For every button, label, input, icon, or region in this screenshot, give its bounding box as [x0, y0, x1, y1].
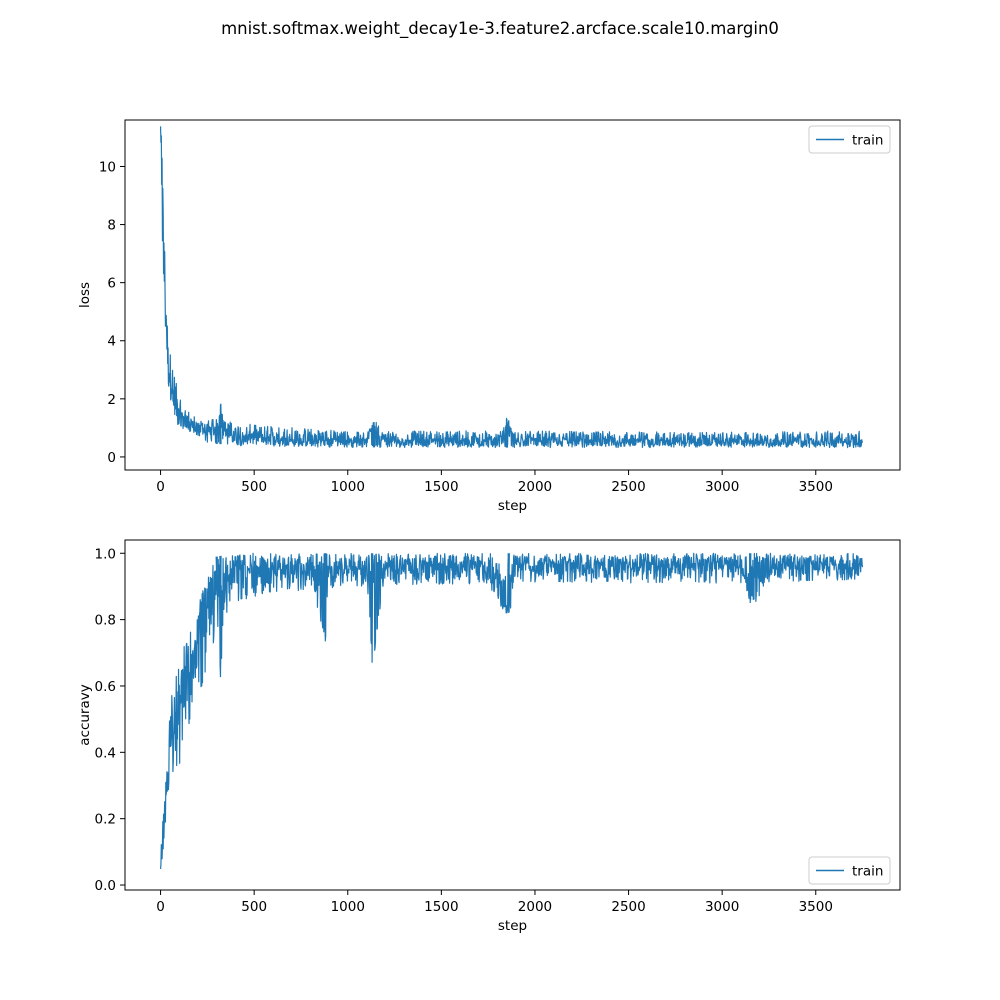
accuracy-train-spike	[749, 553, 752, 604]
accuracy-xtick-label: 500	[241, 899, 267, 915]
accuracy-train-line	[159, 552, 864, 870]
loss-xtick-label: 2500	[611, 479, 645, 495]
accuracy-ytick-label: 0.0	[95, 878, 116, 894]
loss-axes-frame	[124, 119, 901, 471]
loss-train-spike	[372, 422, 376, 448]
accuracy-xtick-label: 2500	[611, 899, 645, 915]
accuracy-xtick-label: 3000	[705, 899, 739, 915]
accuracy-xtick-label: 1500	[424, 899, 458, 915]
loss-ytick-label: 4	[107, 334, 116, 350]
loss-train-spike	[219, 404, 222, 445]
loss-train-line	[159, 126, 864, 449]
loss-train-spike	[215, 433, 218, 444]
loss-xlabel: step	[498, 498, 527, 514]
loss-xtick-label: 2000	[518, 479, 552, 495]
accuracy-xtick-label: 1000	[331, 899, 365, 915]
loss-xtick-label: 1500	[424, 479, 458, 495]
accuracy-train-spike	[219, 555, 222, 667]
accuracy-xtick-label: 0	[156, 899, 165, 915]
accuracy-train-spike	[370, 553, 374, 663]
accuracy-axes: 0 500 1000 1500 2000 2500 3000 3500 0.0 0.2 0.4 0.6…	[77, 539, 901, 934]
accuracy-axes-frame	[124, 539, 901, 891]
loss-ytick-label: 0	[107, 450, 116, 466]
loss-train-spike	[505, 419, 509, 448]
loss-xtick-label: 1000	[331, 479, 365, 495]
accuracy-train-spike	[215, 556, 218, 580]
loss-legend-label: train	[852, 133, 883, 149]
loss-ytick-label: 8	[107, 218, 116, 234]
accuracy-ylabel: accuravy	[77, 684, 93, 745]
accuracy-legend: train	[808, 856, 891, 885]
accuracy-legend-label: train	[852, 864, 883, 880]
accuracy-train-spike	[324, 553, 327, 637]
loss-ylabel: loss	[77, 282, 93, 308]
loss-axes: 0 500 1000 1500 2000 2500 3000 3500 0 2 4 6 8 10 step l…	[77, 119, 901, 514]
accuracy-legend-box	[808, 856, 891, 885]
accuracy-ytick-label: 0.8	[95, 613, 116, 629]
accuracy-ytick-label: 0.4	[95, 745, 116, 761]
loss-xtick-label: 3000	[705, 479, 739, 495]
loss-xtick-label: 0	[156, 479, 165, 495]
loss-ytick-label: 6	[107, 276, 116, 292]
loss-legend: train	[808, 125, 891, 154]
accuracy-ytick-label: 0.2	[95, 812, 116, 828]
loss-ytick-label: 2	[107, 392, 116, 408]
figure-title: mnist.softmax.weight_decay1e-3.feature2.…	[221, 19, 779, 39]
loss-ytick-label: 10	[99, 159, 116, 175]
accuracy-xtick-label: 3500	[799, 899, 833, 915]
loss-xtick-label: 3500	[799, 479, 833, 495]
accuracy-ytick-label: 0.6	[95, 679, 116, 695]
accuracy-ytick-label: 1.0	[95, 546, 116, 562]
accuracy-xtick-label: 2000	[518, 899, 552, 915]
accuracy-train-spike	[507, 553, 510, 613]
accuracy-xlabel: step	[498, 918, 527, 934]
loss-xtick-label: 500	[241, 479, 267, 495]
loss-legend-box	[808, 125, 891, 154]
